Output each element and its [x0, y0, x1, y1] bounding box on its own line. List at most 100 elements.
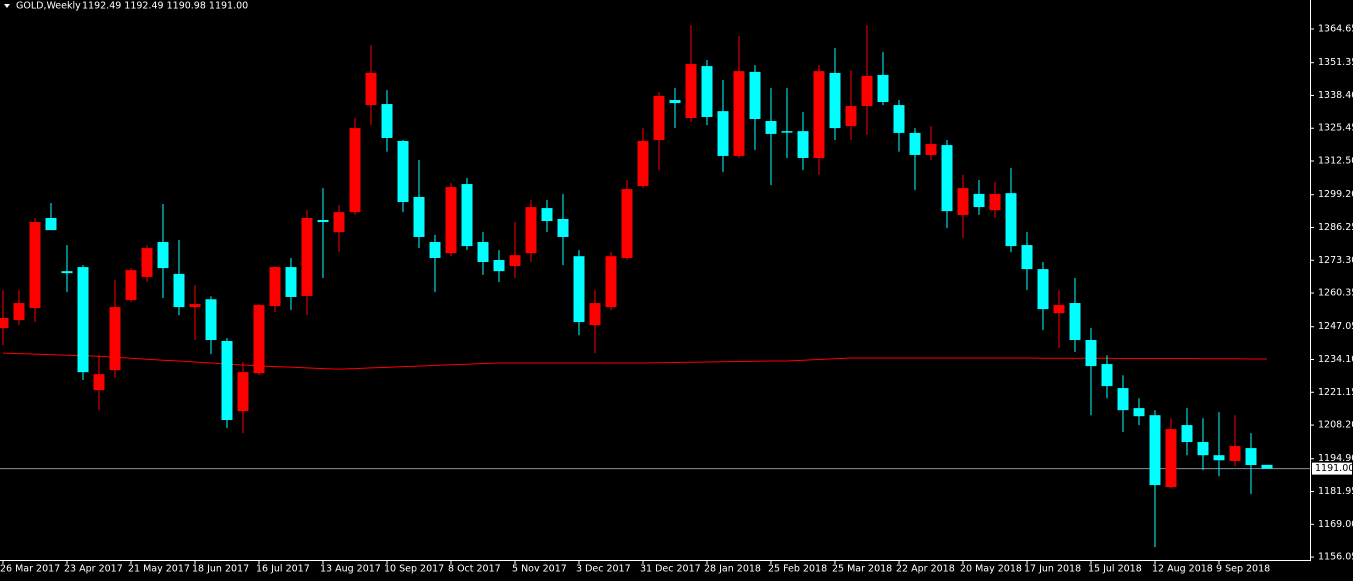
x-tick-label: 26 Mar 2017 [0, 564, 60, 575]
x-tick-label: 22 Apr 2018 [896, 564, 955, 575]
x-tick-label: 25 Feb 2018 [768, 564, 827, 575]
candle-body [333, 212, 345, 233]
y-tick-label: 1234.10 [1318, 354, 1353, 365]
candle-body [317, 220, 329, 223]
candle-body [125, 270, 137, 300]
candle-body [301, 217, 313, 296]
x-tick-label: 31 Dec 2017 [640, 564, 701, 575]
x-tick-label: 28 Jan 2018 [704, 564, 761, 575]
x-tick-label: 25 Mar 2018 [832, 564, 892, 575]
y-tick-label: 1351.35 [1318, 57, 1353, 68]
candle-body [717, 111, 729, 156]
candle-body [861, 75, 873, 107]
menu-arrow[interactable] [4, 4, 10, 8]
candle-body [13, 303, 25, 320]
candle-body [237, 372, 249, 412]
moving-average [2, 352, 1267, 370]
candle-body [1037, 269, 1049, 310]
y-tick-label: 1247.05 [1318, 321, 1353, 332]
candle-body [797, 131, 809, 158]
candle-body [477, 242, 489, 263]
y-tick-label: 1312.50 [1318, 156, 1353, 167]
candle-body [1229, 446, 1241, 462]
x-tick-label: 15 Jul 2018 [1088, 564, 1142, 575]
candle-body [413, 196, 425, 237]
y-tick-label: 1260.35 [1318, 288, 1353, 299]
y-tick-label: 1156.05 [1318, 552, 1353, 563]
x-tick-label: 18 Jun 2017 [192, 564, 249, 575]
candle-body [0, 317, 9, 329]
x-tick-label: 20 May 2018 [960, 564, 1022, 575]
candle-body [877, 74, 889, 103]
y-tick-label: 1194.90 [1318, 453, 1353, 464]
candle-body [221, 341, 233, 420]
candle-body [461, 184, 473, 247]
candle-body [845, 106, 857, 127]
candle-body [749, 71, 761, 119]
candle-body [781, 131, 793, 133]
candle-body [141, 248, 153, 277]
candle-body [605, 256, 617, 308]
candle-body [29, 222, 41, 309]
candle-body [941, 145, 953, 212]
last-price-label: 1191.00 [1315, 463, 1353, 474]
candle-body [957, 188, 969, 215]
candle-body [205, 299, 217, 340]
x-tick-label: 3 Dec 2017 [576, 564, 631, 575]
candle-body [1197, 442, 1209, 456]
x-tick-label: 8 Oct 2017 [448, 564, 501, 575]
candle-body [893, 105, 905, 133]
candle-body [973, 193, 985, 208]
candle-body [1245, 448, 1257, 466]
x-tick-label: 5 Nov 2017 [512, 564, 567, 575]
candle-body [509, 255, 521, 267]
candle-body [829, 72, 841, 129]
candle-body [365, 72, 377, 106]
candle-body [989, 193, 1001, 211]
y-tick-label: 1325.45 [1318, 123, 1353, 134]
candle-body [381, 104, 393, 138]
candle-body [701, 66, 713, 117]
y-tick-label: 1221.15 [1318, 387, 1353, 398]
candle-body [269, 267, 281, 307]
candle-body [541, 208, 553, 222]
x-tick-label: 17 Jun 2018 [1024, 564, 1081, 575]
candle-body [637, 141, 649, 187]
y-tick-label: 1181.95 [1318, 486, 1353, 497]
candle-body [189, 304, 201, 308]
y-tick-label: 1169.00 [1318, 519, 1353, 530]
candle-body [669, 100, 681, 104]
x-tick-label: 10 Sep 2017 [384, 564, 444, 575]
y-tick-label: 1364.65 [1318, 23, 1353, 34]
candle-body [1181, 425, 1193, 443]
candle-body [621, 189, 633, 258]
y-tick-label: 1338.40 [1318, 90, 1353, 101]
y-tick-label: 1273.30 [1318, 255, 1353, 266]
candle-body [77, 267, 89, 373]
x-tick-label: 16 Jul 2017 [256, 564, 310, 575]
candle-body [1069, 303, 1081, 340]
candle-body [1005, 193, 1017, 247]
candle-body [285, 267, 297, 297]
candle-body [45, 217, 57, 231]
candle-body [1053, 305, 1065, 314]
candle-body [1133, 408, 1145, 417]
ohlc-header: 1192.49 1192.49 1190.98 1191.00 [82, 1, 248, 12]
candle-body [253, 305, 265, 374]
x-tick-label: 23 Apr 2017 [64, 564, 123, 575]
y-tick-label: 1299.20 [1318, 189, 1353, 200]
candle-body [1085, 340, 1097, 367]
candle-body [109, 307, 121, 371]
candle-body [813, 71, 825, 158]
last-price-box [1312, 462, 1352, 475]
y-tick-label: 1286.25 [1318, 222, 1353, 233]
x-tick-label: 12 Aug 2018 [1152, 564, 1213, 575]
candle-body [925, 144, 937, 155]
candle-body [765, 121, 777, 134]
x-tick-label: 13 Aug 2017 [320, 564, 381, 575]
candle-body [589, 303, 601, 326]
candle-body [173, 273, 185, 308]
candle-body [493, 260, 505, 272]
candle-body [1021, 245, 1033, 270]
candle-body [349, 128, 361, 213]
